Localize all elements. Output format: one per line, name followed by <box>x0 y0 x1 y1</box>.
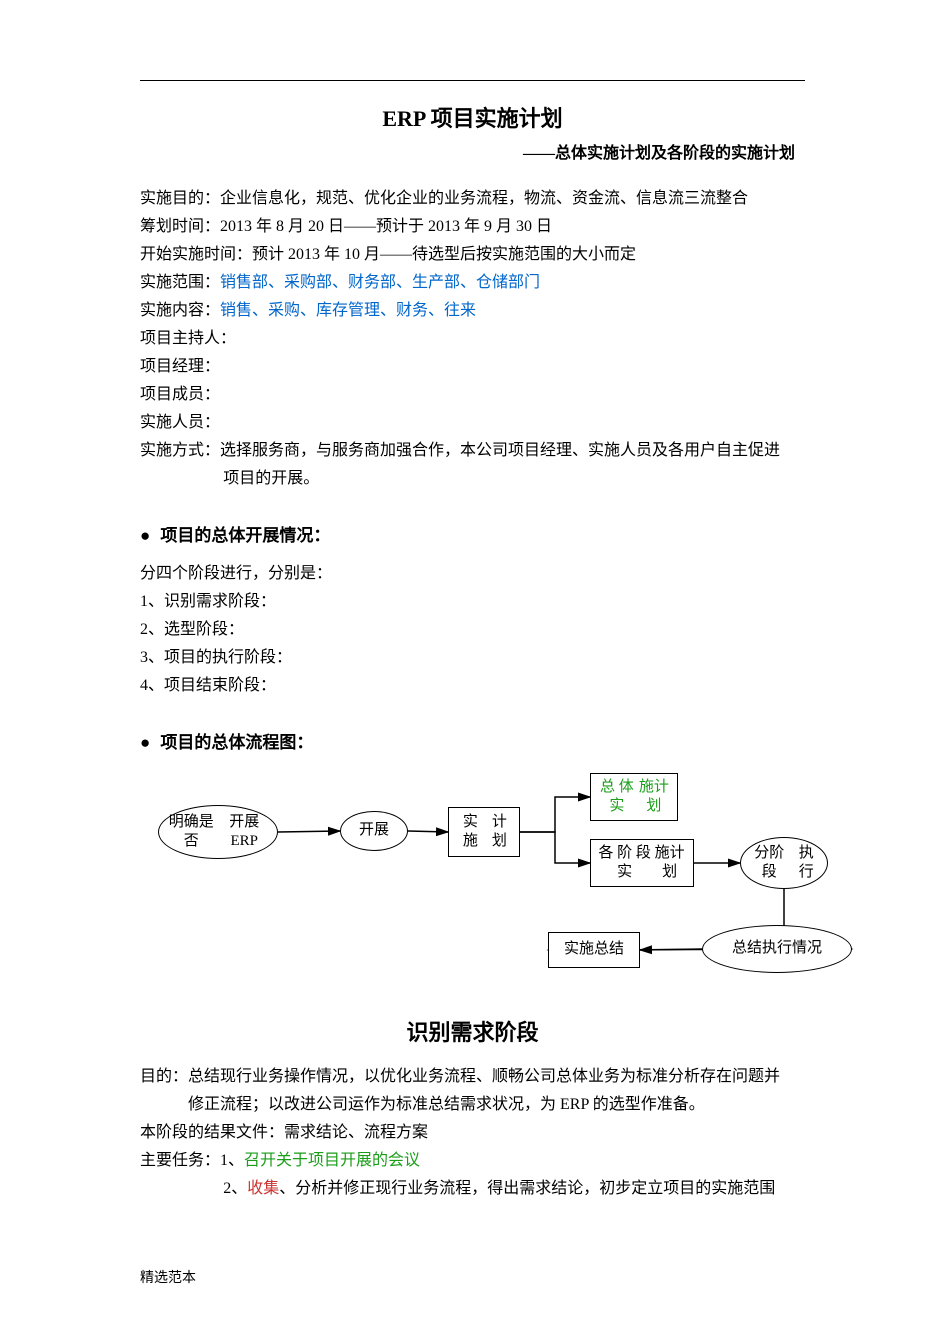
line-plan-time: 筹划时间：2013 年 8 月 20 日——预计于 2013 年 9 月 30 … <box>140 213 805 241</box>
text-method-1: 选择服务商，与服务商加强合作，本公司项目经理、实施人员及各用户自主促进 <box>220 442 780 459</box>
line-staff: 实施人员： <box>140 409 805 437</box>
overview-item-3: 3、项目的执行阶段： <box>140 644 805 672</box>
label-content: 实施内容： <box>140 302 220 319</box>
label-phase1-goal: 目的： <box>140 1068 188 1085</box>
task1-text: 召开关于项目开展的会议 <box>244 1152 420 1169</box>
flow-heading-text: 项目的总体流程图： <box>160 733 313 752</box>
overview-block: 分四个阶段进行，分别是： 1、识别需求阶段： 2、选型阶段： 3、项目的执行阶段… <box>140 560 805 700</box>
label-start: 开始实施时间： <box>140 246 252 263</box>
line-pm: 项目经理： <box>140 353 805 381</box>
text-start: 预计 2013 年 10 月——待选型后按实施范围的大小而定 <box>252 246 636 263</box>
page-subtitle: ——总体实施计划及各阶段的实施计划 <box>140 139 805 163</box>
task2-num: 2、 <box>223 1180 247 1197</box>
document-page: ERP 项目实施计划 ——总体实施计划及各阶段的实施计划 实施目的：企业信息化，… <box>0 0 945 1337</box>
top-rule <box>140 80 805 81</box>
flow-node-n8: 总结执行情况 <box>702 925 852 973</box>
phase1-block: 目的：总结现行业务操作情况，以优化业务流程、顺畅公司总体业务为标准分析存在问题并… <box>140 1063 805 1203</box>
intro-block: 实施目的：企业信息化，规范、优化企业的业务流程，物流、资金流、信息流三流整合 筹… <box>140 185 805 493</box>
overview-item-1: 1、识别需求阶段： <box>140 588 805 616</box>
phase1-goal-line1: 目的：总结现行业务操作情况，以优化业务流程、顺畅公司总体业务为标准分析存在问题并 <box>140 1063 805 1091</box>
line-method-2: 项目的开展。 <box>140 465 805 493</box>
bullet-icon: ● <box>140 526 160 546</box>
flow-node-n6: 分阶段执行 <box>740 837 828 889</box>
overview-heading-text: 项目的总体开展情况： <box>160 526 330 545</box>
text-content: 销售、采购、库存管理、财务、往来 <box>220 302 476 319</box>
phase1-task2-line: 2、收集、分析并修正现行业务流程，得出需求结论，初步定立项目的实施范围 <box>140 1175 805 1203</box>
phase1-heading: 识别需求阶段 <box>140 1015 805 1047</box>
label-plan: 筹划时间： <box>140 218 220 235</box>
label-phase1-result: 本阶段的结果文件： <box>140 1124 284 1141</box>
text-goal: 企业信息化，规范、优化企业的业务流程，物流、资金流、信息流三流整合 <box>220 190 748 207</box>
flow-node-n7: 实施总结 <box>548 932 640 968</box>
flow-node-n4: 总 体 实施计划 <box>590 773 678 821</box>
flowchart: 明确是否开展 ERP 开展实 施计划 总 体 实施计划各 阶 段 实施计划分阶段执行… <box>140 767 860 987</box>
text-plan: 2013 年 8 月 20 日——预计于 2013 年 9 月 30 日 <box>220 218 552 235</box>
task2-red: 收集 <box>247 1180 279 1197</box>
text-scope: 销售部、采购部、财务部、生产部、仓储部门 <box>220 274 540 291</box>
label-goal: 实施目的： <box>140 190 220 207</box>
line-members: 项目成员： <box>140 381 805 409</box>
text-phase1-goal1: 总结现行业务操作情况，以优化业务流程、顺畅公司总体业务为标准分析存在问题并 <box>188 1068 780 1085</box>
section-overview-heading: ●项目的总体开展情况： <box>140 521 805 546</box>
line-scope: 实施范围：销售部、采购部、财务部、生产部、仓储部门 <box>140 269 805 297</box>
footer-note: 精选范本 <box>140 1267 196 1287</box>
section-flow-heading: ●项目的总体流程图： <box>140 728 805 753</box>
phase1-result-line: 本阶段的结果文件：需求结论、流程方案 <box>140 1119 805 1147</box>
flow-node-n3: 实 施计划 <box>448 807 520 857</box>
phase1-goal-line2: 修正流程；以改进公司运作为标准总结需求状况，为 ERP 的选型作准备。 <box>140 1091 805 1119</box>
line-goal: 实施目的：企业信息化，规范、优化企业的业务流程，物流、资金流、信息流三流整合 <box>140 185 805 213</box>
line-start-time: 开始实施时间：预计 2013 年 10 月——待选型后按实施范围的大小而定 <box>140 241 805 269</box>
bullet-icon: ● <box>140 733 160 753</box>
overview-intro: 分四个阶段进行，分别是： <box>140 560 805 588</box>
phase1-task1-line: 主要任务：1、召开关于项目开展的会议 <box>140 1147 805 1175</box>
label-method: 实施方式： <box>140 442 220 459</box>
task1-num: 1、 <box>220 1152 244 1169</box>
label-phase1-tasks: 主要任务： <box>140 1152 220 1169</box>
flow-node-n5: 各 阶 段 实施计划 <box>590 839 694 887</box>
flow-node-n1: 明确是否开展 ERP <box>158 805 278 859</box>
flow-node-n2: 开展 <box>340 811 408 851</box>
line-host: 项目主持人： <box>140 325 805 353</box>
line-method-1: 实施方式：选择服务商，与服务商加强合作，本公司项目经理、实施人员及各用户自主促进 <box>140 437 805 465</box>
text-phase1-result: 需求结论、流程方案 <box>284 1124 428 1141</box>
label-scope: 实施范围： <box>140 274 220 291</box>
overview-item-4: 4、项目结束阶段： <box>140 672 805 700</box>
task2-rest: 、分析并修正现行业务流程，得出需求结论，初步定立项目的实施范围 <box>279 1180 775 1197</box>
page-title: ERP 项目实施计划 <box>140 101 805 133</box>
line-content: 实施内容：销售、采购、库存管理、财务、往来 <box>140 297 805 325</box>
overview-item-2: 2、选型阶段： <box>140 616 805 644</box>
